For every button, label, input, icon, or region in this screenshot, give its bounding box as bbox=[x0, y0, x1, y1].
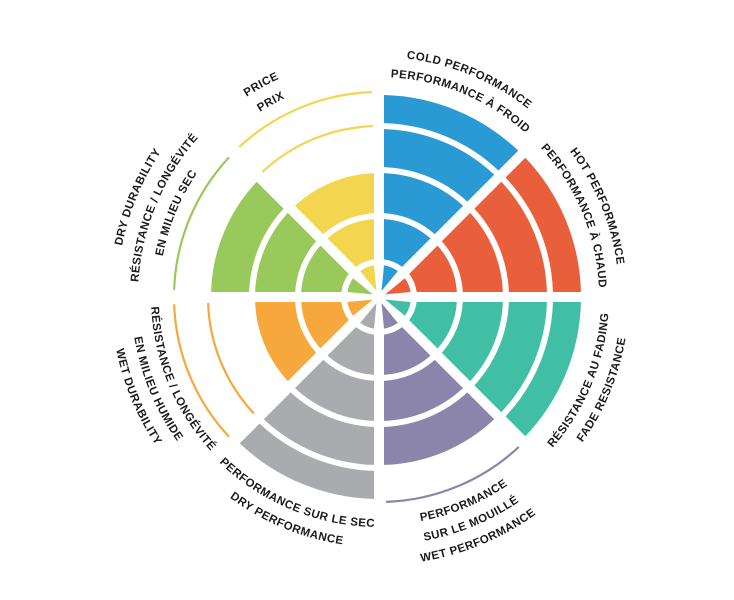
rating-band bbox=[474, 181, 547, 292]
label-line: PRIX bbox=[255, 90, 286, 115]
rating-band bbox=[384, 95, 519, 171]
label-price-fr: PRIX bbox=[255, 90, 286, 115]
rating-band bbox=[441, 212, 503, 292]
rating-band bbox=[409, 245, 457, 292]
rating-band bbox=[301, 302, 349, 349]
rating-band bbox=[409, 302, 457, 349]
segment-fade-resistance bbox=[385, 299, 581, 437]
segment-dry-durability bbox=[173, 156, 373, 295]
label-dry-durability-fr: RÉSISTANCE / LONGÉVITÉ bbox=[129, 131, 200, 282]
rating-band bbox=[381, 303, 398, 329]
rating-band bbox=[385, 299, 411, 316]
wheel-sectors bbox=[173, 91, 581, 503]
segment-hot-performance bbox=[385, 157, 581, 295]
segment-cold-performance bbox=[381, 95, 519, 291]
label-wet-durability-fr: RÉSISTANCE / LONGÉVITÉ bbox=[148, 306, 218, 453]
rating-band bbox=[360, 303, 377, 329]
rating-band bbox=[294, 359, 374, 421]
rating-band bbox=[384, 359, 464, 421]
rating-band bbox=[360, 265, 377, 291]
rating-band bbox=[385, 278, 411, 295]
rating-band bbox=[384, 392, 495, 465]
rating-band bbox=[474, 302, 547, 413]
rating-band bbox=[301, 245, 349, 292]
segment-dry-performance bbox=[239, 303, 377, 499]
rating-band bbox=[505, 302, 581, 437]
remaining-level-arc bbox=[261, 125, 374, 173]
rating-band bbox=[381, 265, 398, 291]
rating-band bbox=[294, 173, 374, 235]
remaining-level-arc bbox=[238, 91, 372, 148]
rating-band bbox=[239, 423, 374, 499]
rating-band bbox=[327, 219, 374, 267]
remaining-level-arc bbox=[173, 156, 230, 290]
rating-band bbox=[347, 278, 373, 295]
rating-band bbox=[327, 327, 374, 375]
rating-band bbox=[263, 392, 374, 465]
label-line: RÉSISTANCE / LONGÉVITÉ bbox=[148, 306, 218, 453]
rating-band bbox=[211, 181, 284, 292]
rating-band bbox=[347, 299, 373, 316]
rating-band bbox=[255, 302, 317, 382]
label-line: RÉSISTANCE / LONGÉVITÉ bbox=[129, 131, 200, 282]
rating-band bbox=[255, 212, 317, 292]
rating-band bbox=[505, 157, 581, 292]
segment-wet-durability bbox=[173, 299, 373, 438]
rating-band bbox=[384, 327, 431, 375]
segment-price bbox=[238, 91, 377, 291]
rating-band bbox=[384, 173, 464, 235]
remaining-level-arc bbox=[207, 302, 255, 415]
remaining-level-arc bbox=[386, 446, 520, 503]
remaining-level-arc bbox=[173, 304, 230, 438]
segment-wet-performance bbox=[381, 303, 520, 503]
rating-band bbox=[384, 129, 495, 202]
rating-band bbox=[441, 302, 503, 382]
rating-band bbox=[384, 219, 431, 267]
